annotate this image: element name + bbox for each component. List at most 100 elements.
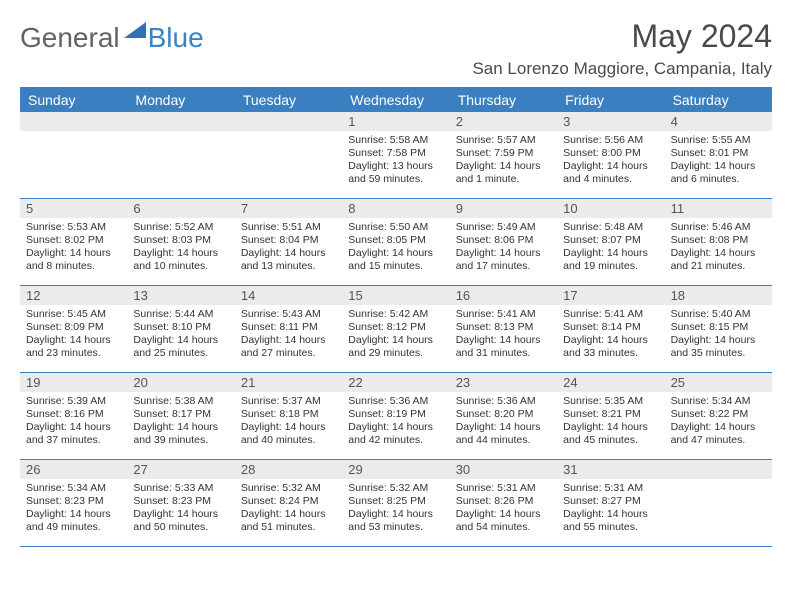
- sunset-text: Sunset: 8:10 PM: [133, 321, 228, 334]
- sunset-text: Sunset: 8:13 PM: [456, 321, 551, 334]
- day-details: Sunrise: 5:44 AMSunset: 8:10 PMDaylight:…: [133, 308, 228, 361]
- sunrise-text: Sunrise: 5:45 AM: [26, 308, 121, 321]
- calendar-cell: 17Sunrise: 5:41 AMSunset: 8:14 PMDayligh…: [557, 286, 664, 372]
- daylight-text: Daylight: 14 hours and 42 minutes.: [348, 421, 443, 447]
- calendar-cell: 28Sunrise: 5:32 AMSunset: 8:24 PMDayligh…: [235, 460, 342, 546]
- sunset-text: Sunset: 8:26 PM: [456, 495, 551, 508]
- sunrise-text: Sunrise: 5:52 AM: [133, 221, 228, 234]
- calendar-cell: 12 Sunrise: 5:45 AMSunset: 8:09 PMDayligh…: [20, 286, 127, 372]
- weekday-label: Wednesday: [342, 89, 449, 112]
- sunset-text: Sunset: 8:06 PM: [456, 234, 551, 247]
- calendar-week: 12 Sunrise: 5:45 AMSunset: 8:09 PMDayligh…: [20, 286, 772, 373]
- calendar-cell: 29Sunrise: 5:32 AMSunset: 8:25 PMDayligh…: [342, 460, 449, 546]
- daylight-text: Daylight: 14 hours and 44 minutes.: [456, 421, 551, 447]
- sunrise-text: Sunrise: 5:38 AM: [133, 395, 228, 408]
- day-number: 28: [235, 460, 342, 479]
- sunset-text: Sunset: 8:12 PM: [348, 321, 443, 334]
- sunset-text: Sunset: 8:14 PM: [563, 321, 658, 334]
- calendar-cell: 26Sunrise: 5:34 AMSunset: 8:23 PMDayligh…: [20, 460, 127, 546]
- sunset-text: Sunset: 8:11 PM: [241, 321, 336, 334]
- calendar-cell: 18 Sunrise: 5:40 AMSunset: 8:15 PMDayligh…: [665, 286, 772, 372]
- calendar: Sunday Monday Tuesday Wednesday Thursday…: [20, 87, 772, 547]
- sunrise-text: Sunrise: 5:51 AM: [241, 221, 336, 234]
- calendar-cell: 8Sunrise: 5:50 AMSunset: 8:05 PMDaylight…: [342, 199, 449, 285]
- day-details: Sunrise: 5:49 AMSunset: 8:06 PMDaylight:…: [456, 221, 551, 274]
- sunset-text: Sunset: 8:27 PM: [563, 495, 658, 508]
- day-details: Sunrise: 5:58 AMSunset: 7:58 PMDaylight:…: [348, 134, 443, 187]
- calendar-cell: 23Sunrise: 5:36 AMSunset: 8:20 PMDayligh…: [450, 373, 557, 459]
- day-details: Sunrise: 5:36 AMSunset: 8:19 PMDaylight:…: [348, 395, 443, 448]
- sunrise-text: Sunrise: 5:35 AM: [563, 395, 658, 408]
- day-number: 24: [557, 373, 664, 392]
- day-details: Sunrise: 5:45 AMSunset: 8:09 PMDaylight:…: [26, 308, 121, 361]
- daylight-text: Daylight: 14 hours and 29 minutes.: [348, 334, 443, 360]
- daylight-text: Daylight: 14 hours and 53 minutes.: [348, 508, 443, 534]
- day-details: Sunrise: 5:34 AMSunset: 8:23 PMDaylight:…: [26, 482, 121, 535]
- day-number: 17: [557, 286, 664, 305]
- calendar-cell: 20Sunrise: 5:38 AMSunset: 8:17 PMDayligh…: [127, 373, 234, 459]
- sunset-text: Sunset: 8:19 PM: [348, 408, 443, 421]
- sunset-text: Sunset: 8:16 PM: [26, 408, 121, 421]
- sunrise-text: Sunrise: 5:44 AM: [133, 308, 228, 321]
- day-number: 25: [665, 373, 772, 392]
- sunrise-text: Sunrise: 5:56 AM: [563, 134, 658, 147]
- weekday-label: Monday: [127, 89, 234, 112]
- calendar-cell: 9Sunrise: 5:49 AMSunset: 8:06 PMDaylight…: [450, 199, 557, 285]
- day-details: Sunrise: 5:50 AMSunset: 8:05 PMDaylight:…: [348, 221, 443, 274]
- day-details: Sunrise: 5:41 AMSunset: 8:13 PMDaylight:…: [456, 308, 551, 361]
- calendar-cell: 5Sunrise: 5:53 AMSunset: 8:02 PMDaylight…: [20, 199, 127, 285]
- day-details: Sunrise: 5:36 AMSunset: 8:20 PMDaylight:…: [456, 395, 551, 448]
- sunrise-text: Sunrise: 5:36 AM: [456, 395, 551, 408]
- sunset-text: Sunset: 8:07 PM: [563, 234, 658, 247]
- day-details: Sunrise: 5:52 AMSunset: 8:03 PMDaylight:…: [133, 221, 228, 274]
- day-details: Sunrise: 5:33 AMSunset: 8:23 PMDaylight:…: [133, 482, 228, 535]
- sunset-text: Sunset: 8:05 PM: [348, 234, 443, 247]
- day-details: Sunrise: 5:31 AMSunset: 8:27 PMDaylight:…: [563, 482, 658, 535]
- weekday-label: Friday: [557, 89, 664, 112]
- logo-text-part2: Blue: [148, 22, 204, 54]
- day-number: [665, 460, 772, 479]
- day-details: Sunrise: 5:40 AMSunset: 8:15 PMDaylight:…: [671, 308, 766, 361]
- day-number: 16: [450, 286, 557, 305]
- day-number: 10: [557, 199, 664, 218]
- logo: General Blue: [20, 18, 204, 54]
- weekday-label: Tuesday: [235, 89, 342, 112]
- daylight-text: Daylight: 14 hours and 10 minutes.: [133, 247, 228, 273]
- day-number: [20, 112, 127, 131]
- weekday-label: Saturday: [665, 89, 772, 112]
- calendar-week: 5Sunrise: 5:53 AMSunset: 8:02 PMDaylight…: [20, 199, 772, 286]
- day-number: 5: [20, 199, 127, 218]
- weekday-label: Thursday: [450, 89, 557, 112]
- daylight-text: Daylight: 14 hours and 6 minutes.: [671, 160, 766, 186]
- daylight-text: Daylight: 14 hours and 47 minutes.: [671, 421, 766, 447]
- sunrise-text: Sunrise: 5:53 AM: [26, 221, 121, 234]
- day-details: Sunrise: 5:51 AMSunset: 8:04 PMDaylight:…: [241, 221, 336, 274]
- day-details: Sunrise: 5:46 AMSunset: 8:08 PMDaylight:…: [671, 221, 766, 274]
- daylight-text: Daylight: 14 hours and 33 minutes.: [563, 334, 658, 360]
- calendar-cell: [665, 460, 772, 546]
- sunrise-text: Sunrise: 5:55 AM: [671, 134, 766, 147]
- calendar-cell: 19Sunrise: 5:39 AMSunset: 8:16 PMDayligh…: [20, 373, 127, 459]
- calendar-cell: 31Sunrise: 5:31 AMSunset: 8:27 PMDayligh…: [557, 460, 664, 546]
- day-number: 12: [20, 286, 127, 305]
- sunset-text: Sunset: 8:23 PM: [26, 495, 121, 508]
- sunrise-text: Sunrise: 5:34 AM: [671, 395, 766, 408]
- day-number: 3: [557, 112, 664, 131]
- daylight-text: Daylight: 14 hours and 49 minutes.: [26, 508, 121, 534]
- calendar-cell: 27Sunrise: 5:33 AMSunset: 8:23 PMDayligh…: [127, 460, 234, 546]
- daylight-text: Daylight: 14 hours and 17 minutes.: [456, 247, 551, 273]
- day-number: 1: [342, 112, 449, 131]
- day-details: Sunrise: 5:39 AMSunset: 8:16 PMDaylight:…: [26, 395, 121, 448]
- day-number: 7: [235, 199, 342, 218]
- day-number: 18: [665, 286, 772, 305]
- daylight-text: Daylight: 14 hours and 27 minutes.: [241, 334, 336, 360]
- day-number: 11: [665, 199, 772, 218]
- sunset-text: Sunset: 8:23 PM: [133, 495, 228, 508]
- day-details: Sunrise: 5:48 AMSunset: 8:07 PMDaylight:…: [563, 221, 658, 274]
- sunset-text: Sunset: 7:58 PM: [348, 147, 443, 160]
- daylight-text: Daylight: 14 hours and 31 minutes.: [456, 334, 551, 360]
- calendar-cell: 15Sunrise: 5:42 AMSunset: 8:12 PMDayligh…: [342, 286, 449, 372]
- day-number: [127, 112, 234, 131]
- calendar-cell: 14Sunrise: 5:43 AMSunset: 8:11 PMDayligh…: [235, 286, 342, 372]
- sunrise-text: Sunrise: 5:36 AM: [348, 395, 443, 408]
